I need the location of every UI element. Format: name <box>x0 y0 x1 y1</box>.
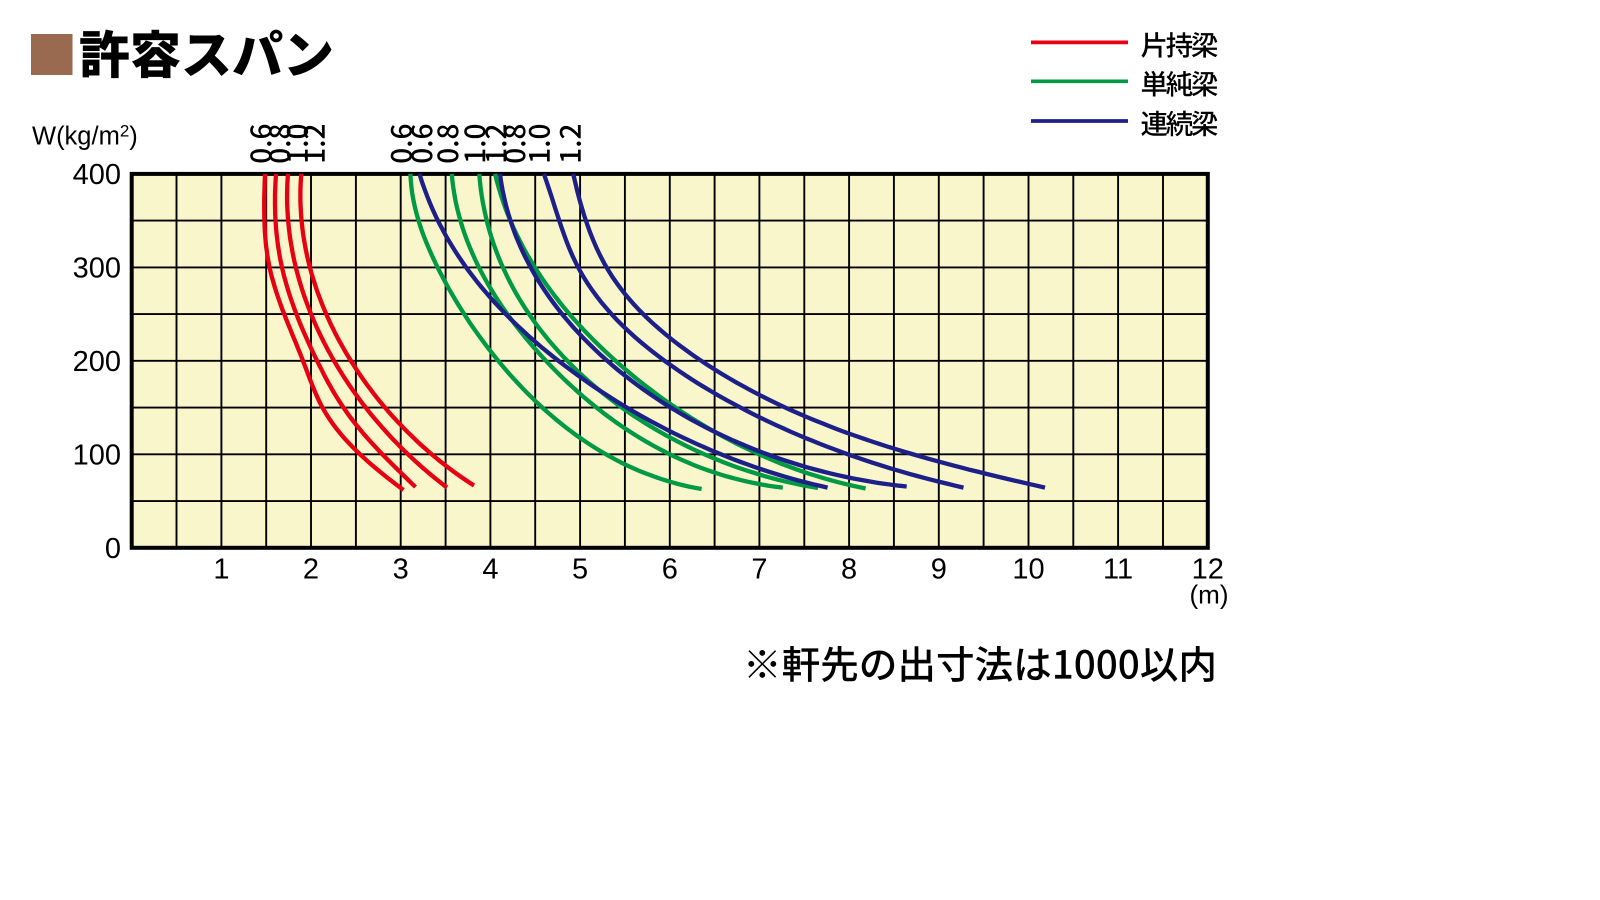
svg-text:0: 0 <box>105 533 121 565</box>
svg-text:8: 8 <box>841 553 857 585</box>
svg-text:11: 11 <box>1103 553 1133 585</box>
svg-text:200: 200 <box>73 346 121 378</box>
svg-text:4: 4 <box>482 553 498 585</box>
svg-text:1: 1 <box>213 553 229 585</box>
svg-text:3: 3 <box>393 553 409 585</box>
svg-text:300: 300 <box>73 252 121 284</box>
svg-text:2: 2 <box>303 553 319 585</box>
svg-text:12: 12 <box>1192 553 1224 585</box>
svg-text:5: 5 <box>572 553 588 585</box>
svg-text:6: 6 <box>662 553 678 585</box>
svg-text:400: 400 <box>73 159 121 191</box>
svg-text:7: 7 <box>751 553 767 585</box>
svg-text:(m): (m) <box>1190 580 1229 610</box>
svg-text:9: 9 <box>931 553 947 585</box>
svg-text:100: 100 <box>73 439 121 471</box>
svg-text:10: 10 <box>1012 553 1044 585</box>
